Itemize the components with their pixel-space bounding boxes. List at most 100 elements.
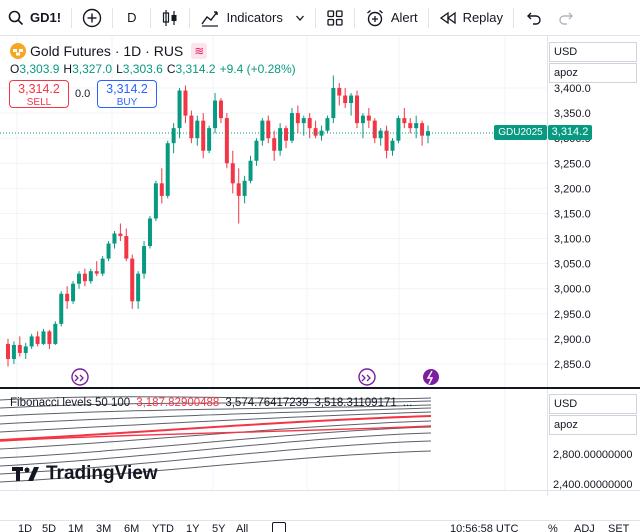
candle — [165, 140, 170, 199]
candle — [236, 168, 241, 224]
candle — [88, 268, 93, 284]
candle — [230, 150, 235, 194]
candle — [118, 223, 123, 242]
indicators-dropdown[interactable] — [289, 0, 311, 36]
indicators-button[interactable]: Indicators — [194, 0, 288, 36]
indicator-value-3: 3,518.31109171 — [314, 397, 397, 409]
redo-button[interactable] — [550, 0, 582, 36]
symbol-label: GD1! — [30, 10, 62, 25]
candle — [301, 115, 306, 136]
range-all[interactable]: All — [236, 523, 249, 532]
indicator-currency-selector[interactable]: USD — [549, 394, 637, 414]
candle — [76, 271, 81, 289]
candle — [325, 115, 330, 134]
candle — [272, 130, 277, 161]
fibonacci-level-line — [0, 404, 432, 417]
candle — [11, 341, 16, 364]
tradingview-logo-mark — [12, 467, 39, 481]
replay-button[interactable]: Replay — [433, 0, 509, 36]
price-tick-label: 3,200.0 — [554, 183, 591, 195]
candle — [153, 180, 158, 221]
candle — [390, 138, 395, 156]
range-5d[interactable]: 5D — [42, 523, 57, 532]
open-value: 3,303.9 — [19, 62, 60, 76]
adj-toggle[interactable]: ADJ — [574, 523, 595, 532]
symbol-search[interactable]: GD1! — [0, 0, 67, 36]
fibonacci-level-line — [0, 396, 432, 401]
price-tick-label: 3,150.0 — [554, 208, 591, 220]
range-1d[interactable]: 1D — [18, 523, 33, 532]
interval-button[interactable]: D — [117, 0, 146, 36]
clock-time[interactable]: 10:56:58 UTC — [450, 523, 519, 532]
price-tick-label: 3,350.0 — [554, 108, 591, 120]
fibonacci-level-line — [0, 426, 432, 459]
undo-button[interactable] — [518, 0, 550, 36]
chart-type-button[interactable] — [155, 0, 185, 36]
percent-toggle[interactable]: % — [548, 523, 558, 532]
compare-button[interactable] — [76, 0, 108, 36]
chart-canvas[interactable]: 2,850.0 2,900.0 2,950.0 3,000.0 3,050.0 3,100… — [0, 36, 640, 496]
candle — [106, 241, 111, 262]
sell-button[interactable]: 3,314.2 SELL — [9, 80, 69, 108]
candle — [183, 85, 188, 124]
redo-icon — [559, 12, 574, 25]
candle — [396, 115, 401, 144]
add-icon — [82, 8, 102, 27]
price-grid — [0, 36, 547, 490]
earnings-icon[interactable] — [71, 368, 89, 386]
candle — [372, 118, 377, 144]
high-value: 3,327.0 — [72, 62, 113, 76]
range-1m[interactable]: 1M — [68, 523, 84, 532]
candle — [408, 118, 413, 134]
indicator-legend[interactable]: Fibonacci levels 50 100 3,187.82900488 3… — [10, 397, 412, 409]
candle — [177, 88, 182, 139]
range-6m[interactable]: 6M — [124, 523, 140, 532]
calendar-icon[interactable] — [272, 522, 286, 532]
candlestick-series — [6, 75, 430, 367]
candle — [355, 90, 360, 129]
range-1y[interactable]: 1Y — [186, 523, 200, 532]
buy-price: 3,314.2 — [106, 82, 148, 96]
candle — [59, 291, 64, 327]
close-value: 3,314.2 — [175, 62, 216, 76]
buy-button[interactable]: 3,314.2 BUY — [97, 80, 157, 108]
earnings-icon[interactable] — [358, 368, 376, 386]
range-ytd[interactable]: YTD — [152, 523, 174, 532]
toolbar-divider — [150, 7, 152, 28]
unit-selector[interactable]: apoz — [549, 63, 637, 83]
candle — [112, 231, 117, 249]
candle — [420, 120, 425, 146]
tradingview-logo[interactable]: TradingView — [12, 463, 158, 485]
indicator-value-1: 3,187.82900488 — [136, 397, 220, 409]
pane-separator[interactable] — [0, 387, 640, 389]
buy-label: BUY — [116, 97, 138, 108]
dividend-icon[interactable] — [423, 369, 439, 385]
fibonacci-level-line — [0, 432, 432, 467]
range-5y[interactable]: 5Y — [212, 523, 226, 532]
flag-icon[interactable]: ≋ — [191, 43, 208, 59]
candles-icon — [163, 9, 177, 26]
candle — [23, 342, 28, 359]
bottom-toolbar: 1D 5D 1M 3M 6M YTD 1Y 5Y All 10:56:58 UT… — [0, 520, 640, 532]
candle — [29, 333, 34, 349]
fibonacci-level-line — [0, 400, 432, 409]
indicator-unit-selector[interactable]: apoz — [549, 415, 637, 435]
layouts-button[interactable] — [320, 0, 350, 36]
session-toggle[interactable]: SET — [608, 523, 630, 532]
candle — [142, 241, 147, 279]
undo-icon — [527, 12, 541, 25]
candle — [195, 115, 200, 146]
candle — [189, 110, 194, 144]
candle — [224, 113, 229, 169]
candle — [331, 75, 336, 124]
currency-selector[interactable]: USD — [549, 42, 637, 62]
price-tick-label: 3,050.0 — [554, 259, 591, 271]
search-icon — [8, 10, 24, 25]
price-tick-label: 3,100.0 — [554, 234, 591, 246]
symbol-legend[interactable]: Gold Futures · 1D · RUS ≋ — [10, 43, 208, 59]
candle — [41, 328, 46, 345]
price-tick-label: 3,000.0 — [554, 284, 591, 296]
candle — [254, 138, 259, 166]
range-3m[interactable]: 3M — [96, 523, 112, 532]
alert-button[interactable]: Alert — [359, 0, 424, 36]
